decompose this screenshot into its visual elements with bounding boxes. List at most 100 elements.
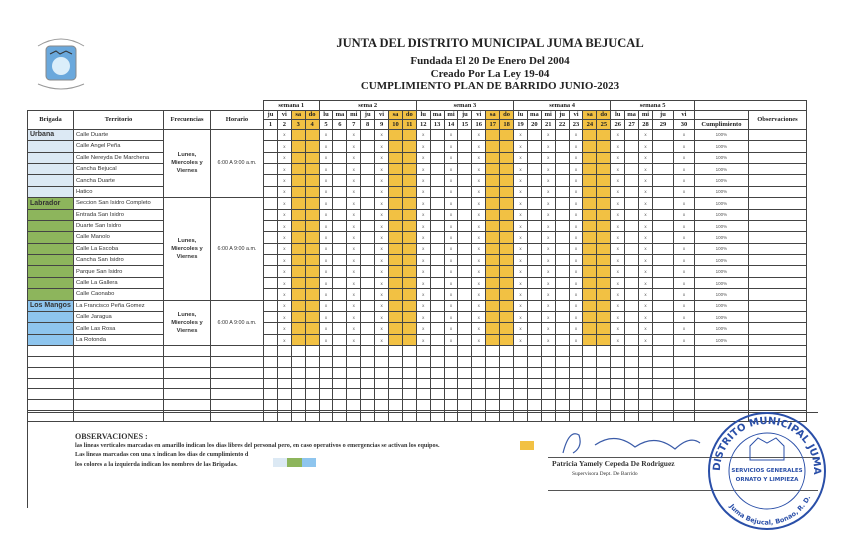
- day-cell: [554, 219, 570, 233]
- empty-cell: [526, 356, 542, 368]
- empty-cell: [276, 399, 292, 411]
- day-mark: x: [638, 140, 653, 153]
- day-mark: x: [540, 151, 556, 164]
- day-mark: x: [318, 333, 334, 347]
- empty-cell: [596, 366, 612, 379]
- empty-cell: [210, 366, 264, 379]
- day-name: ma: [624, 109, 640, 121]
- founded-line: Fundada El 20 De Enero Del 2004: [410, 55, 570, 67]
- observaciones-cell: [747, 276, 807, 290]
- empty-cell: [540, 399, 556, 411]
- day-cell: [401, 231, 417, 244]
- observaciones-cell: [747, 242, 807, 256]
- day-cell: [526, 254, 542, 267]
- day-cell: [526, 288, 542, 301]
- day-mark: x: [568, 299, 584, 313]
- brigada-cell: Urbana: [27, 128, 74, 142]
- day-mark: x: [276, 265, 292, 278]
- empty-cell: [693, 366, 749, 379]
- day-cell: [582, 333, 598, 347]
- empty-cell: [318, 356, 334, 368]
- empty-cell: [624, 399, 640, 411]
- day-cell: [651, 288, 674, 301]
- empty-cell: [360, 388, 376, 401]
- day-cell: [554, 242, 570, 256]
- day-cell: [526, 140, 542, 153]
- day-cell: [388, 242, 403, 256]
- empty-cell: [73, 356, 164, 368]
- day-name: do: [499, 109, 515, 121]
- day-mark: x: [672, 140, 695, 153]
- day-cell: [651, 276, 674, 290]
- empty-cell: [610, 356, 626, 368]
- day-cell: [457, 151, 473, 164]
- day-mark: x: [443, 128, 459, 142]
- empty-cell: [693, 356, 749, 368]
- day-cell: [457, 128, 473, 142]
- day-mark: x: [513, 242, 528, 256]
- day-name: ma: [526, 109, 542, 121]
- day-cell: [554, 151, 570, 164]
- day-cell: [485, 276, 501, 290]
- day-cell: [332, 276, 348, 290]
- day-name: do: [401, 109, 417, 121]
- day-mark: x: [638, 265, 653, 278]
- day-cell: [596, 288, 612, 301]
- day-mark: x: [540, 219, 556, 233]
- empty-cell: [638, 377, 653, 390]
- signature-line-top: [548, 457, 818, 458]
- day-mark: x: [415, 265, 431, 278]
- observaciones-cell: [747, 185, 807, 199]
- day-cell: [401, 128, 417, 142]
- day-name: vi: [374, 109, 390, 121]
- day-mark: x: [540, 265, 556, 278]
- day-cell: [651, 128, 674, 142]
- day-mark: x: [276, 333, 292, 347]
- day-cell: [499, 208, 515, 221]
- empty-cell: [485, 345, 501, 357]
- day-mark: x: [374, 208, 390, 221]
- day-cell: [332, 208, 348, 221]
- day-number: 25: [596, 119, 612, 130]
- empty-cell: [610, 366, 626, 379]
- day-cell: [554, 185, 570, 199]
- day-mark: x: [513, 265, 528, 278]
- territorio-cell: Cancha Duarte: [73, 174, 164, 187]
- day-name: vi: [568, 109, 584, 121]
- day-cell: [582, 162, 598, 176]
- frecuencias-cell: Lunes, Miercoles y Viernes: [163, 128, 211, 199]
- empty-cell: [27, 356, 74, 368]
- handwritten-signature: [562, 433, 701, 454]
- day-mark: x: [540, 208, 556, 221]
- day-cell: [304, 162, 320, 176]
- day-cell: [651, 265, 674, 278]
- cumplimiento-cell: 100%: [693, 208, 749, 221]
- day-cell: [651, 242, 674, 256]
- day-cell: [457, 197, 473, 210]
- document-title: JUNTA DEL DISTRITO MUNICIPAL JUMA BEJUCA…: [336, 36, 644, 50]
- day-mark: x: [568, 311, 584, 324]
- day-cell: [304, 299, 320, 313]
- empty-cell: [415, 366, 431, 379]
- day-mark: x: [346, 276, 362, 290]
- day-mark: x: [415, 311, 431, 324]
- empty-cell: [554, 388, 570, 401]
- day-cell: [554, 265, 570, 278]
- day-mark: x: [513, 151, 528, 164]
- empty-row: [27, 388, 807, 401]
- day-mark: x: [471, 208, 487, 221]
- empty-cell: [457, 399, 473, 411]
- empty-cell: [568, 345, 584, 357]
- day-cell: [388, 197, 403, 210]
- day-cell: [485, 162, 501, 176]
- day-cell: [596, 128, 612, 142]
- day-mark: x: [374, 333, 390, 347]
- frecuencias-cell: Lunes, Miercoles y Viernes: [163, 299, 211, 347]
- day-cell: [554, 288, 570, 301]
- day-cell: [360, 265, 376, 278]
- territorio-cell: Parque San Isidro: [73, 265, 164, 278]
- day-cell: [388, 333, 403, 347]
- day-mark: x: [471, 276, 487, 290]
- day-cell: [429, 311, 445, 324]
- empty-cell: [304, 345, 320, 357]
